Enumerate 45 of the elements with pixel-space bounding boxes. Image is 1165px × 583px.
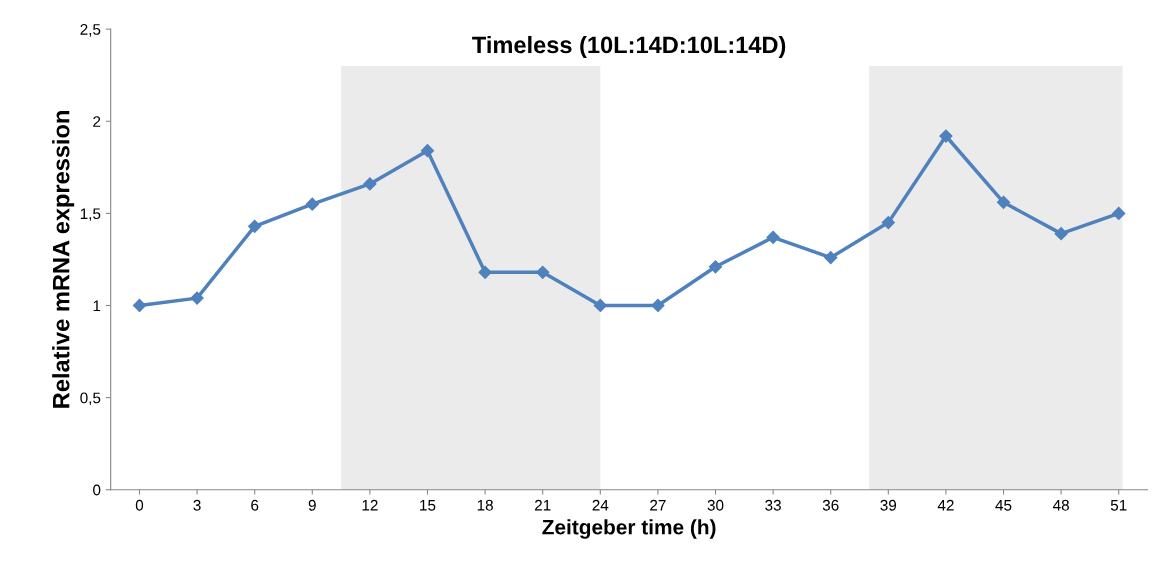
x-tick-label: 45 xyxy=(995,500,1012,511)
x-tick-label: 3 xyxy=(193,499,201,511)
point xyxy=(248,219,262,233)
point xyxy=(766,230,780,244)
x-tick-label: 0 xyxy=(135,499,144,511)
point xyxy=(824,251,838,265)
x-tick-label: 51 xyxy=(1110,500,1127,511)
point xyxy=(305,197,319,211)
x-tick-label: 15 xyxy=(420,500,436,511)
y-tick-label: 1,5 xyxy=(80,208,101,221)
point xyxy=(190,291,204,305)
x-tick-label: 33 xyxy=(765,499,781,511)
point xyxy=(132,298,147,313)
point xyxy=(881,216,895,230)
x-tick-label: 12 xyxy=(362,499,378,511)
y-tick-label: 2,5 xyxy=(80,24,101,37)
x-tick-label: 36 xyxy=(822,499,839,511)
point xyxy=(536,265,550,279)
chart-title: Timeless (10L:14D:10L:14D) xyxy=(472,35,786,58)
y-tick-label: 0,5 xyxy=(80,392,101,406)
point xyxy=(478,265,492,279)
x-tick-label: 48 xyxy=(1052,499,1069,511)
x-tick-label: 30 xyxy=(707,499,724,511)
x-tick-label: 24 xyxy=(592,499,609,511)
y-tick-label: 2 xyxy=(93,116,101,127)
y-tick-label: 1 xyxy=(93,300,101,312)
point xyxy=(708,260,723,274)
x-tick-label: 21 xyxy=(534,499,551,511)
x-tick-label: 27 xyxy=(650,499,666,511)
point xyxy=(651,298,665,313)
x-axis-title: Zeitgeber time (h) xyxy=(542,519,716,539)
y-tick-label: 0 xyxy=(93,484,101,496)
point xyxy=(593,298,607,313)
x-tick-label: 6 xyxy=(251,499,259,511)
x-tick-label: 18 xyxy=(477,499,493,511)
point xyxy=(1054,227,1068,241)
x-tick-label: 42 xyxy=(937,499,954,511)
point xyxy=(939,129,953,143)
point xyxy=(420,144,435,158)
point xyxy=(996,195,1011,209)
point xyxy=(363,177,377,191)
x-tick-label: 39 xyxy=(880,499,897,511)
point xyxy=(1112,206,1126,220)
y-axis-title: Relative mRNA expression xyxy=(52,111,75,408)
x-tick-label: 9 xyxy=(308,499,316,511)
